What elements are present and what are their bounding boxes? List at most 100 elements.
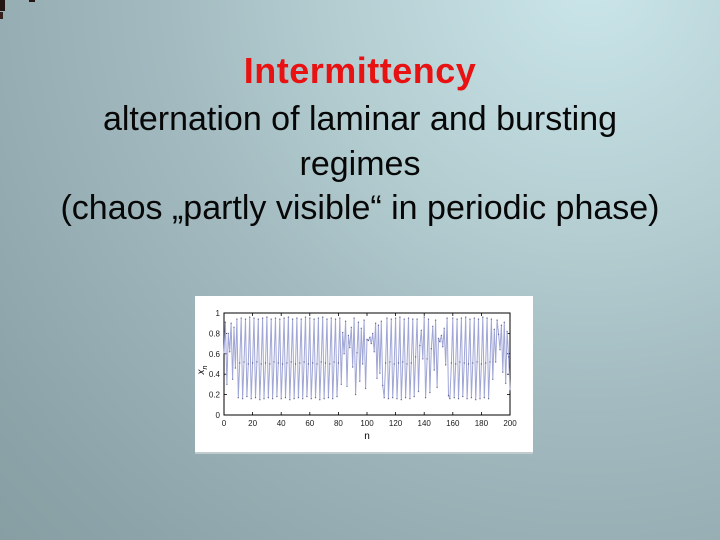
series-marker (383, 397, 385, 399)
series-marker (266, 316, 268, 318)
series-marker (271, 398, 274, 400)
series-marker (492, 378, 494, 380)
series-marker (386, 317, 388, 319)
series-marker (429, 391, 431, 394)
series-marker (302, 398, 304, 400)
series-marker (382, 384, 384, 387)
series-marker (422, 358, 424, 360)
series-marker (239, 362, 241, 364)
series-marker (259, 399, 261, 401)
series-marker (437, 337, 440, 340)
series-marker (397, 362, 400, 364)
series-marker (356, 352, 358, 354)
series-marker (469, 318, 471, 320)
y-axis-label: xn (196, 365, 209, 375)
series-marker (342, 331, 344, 334)
series-marker (307, 363, 310, 365)
series-marker (413, 395, 415, 398)
series-marker (334, 318, 337, 320)
series-marker (322, 316, 324, 318)
series-marker (224, 321, 227, 323)
series-marker (296, 317, 298, 319)
series-marker (340, 383, 342, 386)
series-marker (277, 362, 279, 364)
series-marker (287, 316, 290, 318)
series-marker (291, 318, 294, 320)
series-marker (432, 325, 434, 327)
series-marker (237, 397, 239, 399)
series-marker (250, 398, 252, 400)
x-tick-label: 120 (389, 419, 403, 428)
series-marker (352, 366, 354, 368)
series-marker (426, 358, 428, 360)
series-marker (327, 397, 330, 399)
series-marker (493, 328, 495, 330)
series-marker (403, 318, 405, 320)
series-marker (353, 317, 355, 319)
series-marker (434, 319, 437, 321)
series-marker (240, 317, 242, 319)
series-marker (253, 317, 255, 319)
series-marker (306, 395, 308, 398)
series-marker (372, 332, 374, 335)
series-marker (310, 398, 312, 400)
series-marker (402, 361, 404, 363)
series-marker (466, 398, 468, 400)
series-marker (390, 318, 392, 320)
series-marker (507, 356, 510, 358)
series-marker (263, 398, 265, 400)
series-marker (284, 397, 287, 399)
series-marker (289, 399, 291, 401)
series-marker (323, 398, 325, 400)
series-marker (406, 363, 408, 365)
series-marker (246, 395, 248, 398)
x-tick-label: 20 (248, 419, 257, 428)
series-marker (373, 351, 375, 353)
series-marker (280, 398, 282, 400)
series-marker (267, 397, 269, 399)
series-marker (312, 362, 314, 364)
x-tick-label: 40 (277, 419, 286, 428)
series-marker (299, 362, 301, 364)
series-marker (424, 397, 427, 399)
series-marker (281, 363, 284, 365)
series-marker (486, 317, 488, 319)
series-marker (480, 363, 483, 365)
series-marker (300, 318, 302, 320)
embedded-figure-panel: 0 20 40 60 80 100 120 140 160 180 200 0 0.2 0.4 0.6 0.8… (195, 296, 533, 454)
series-marker (257, 318, 259, 320)
series-marker (279, 318, 281, 320)
series-marker (227, 332, 229, 335)
y-tick-label: 0 (216, 411, 221, 420)
series-marker (467, 363, 470, 365)
subtitle-line-3: (chaos „partly visible“ in periodic phas… (60, 189, 660, 227)
series-marker (419, 344, 421, 347)
subtitle-line-2: regimes (299, 145, 421, 183)
series-marker (399, 316, 401, 318)
series-marker (503, 321, 505, 323)
series-marker (380, 320, 382, 322)
series-marker (416, 318, 418, 320)
series-marker (387, 398, 390, 400)
series-marker (449, 398, 451, 400)
series-marker (420, 329, 422, 331)
series-marker (293, 398, 295, 400)
slide-edge-artifact (0, 0, 5, 11)
series-marker (276, 395, 278, 398)
x-tick-label: 0 (222, 419, 227, 428)
series-marker (489, 361, 491, 363)
series-marker (233, 326, 235, 328)
series-marker (436, 386, 438, 389)
x-tick-label: 160 (446, 419, 460, 428)
series-marker (479, 398, 481, 400)
series-marker (270, 318, 272, 320)
series-marker (294, 363, 297, 365)
series-marker (336, 395, 338, 398)
series-marker (366, 338, 368, 341)
series-marker (440, 334, 443, 337)
series-marker (324, 362, 327, 364)
slide-title: Intermittency (243, 50, 477, 91)
series-marker (452, 317, 454, 319)
series-marker (450, 362, 453, 364)
series-marker (261, 317, 264, 319)
